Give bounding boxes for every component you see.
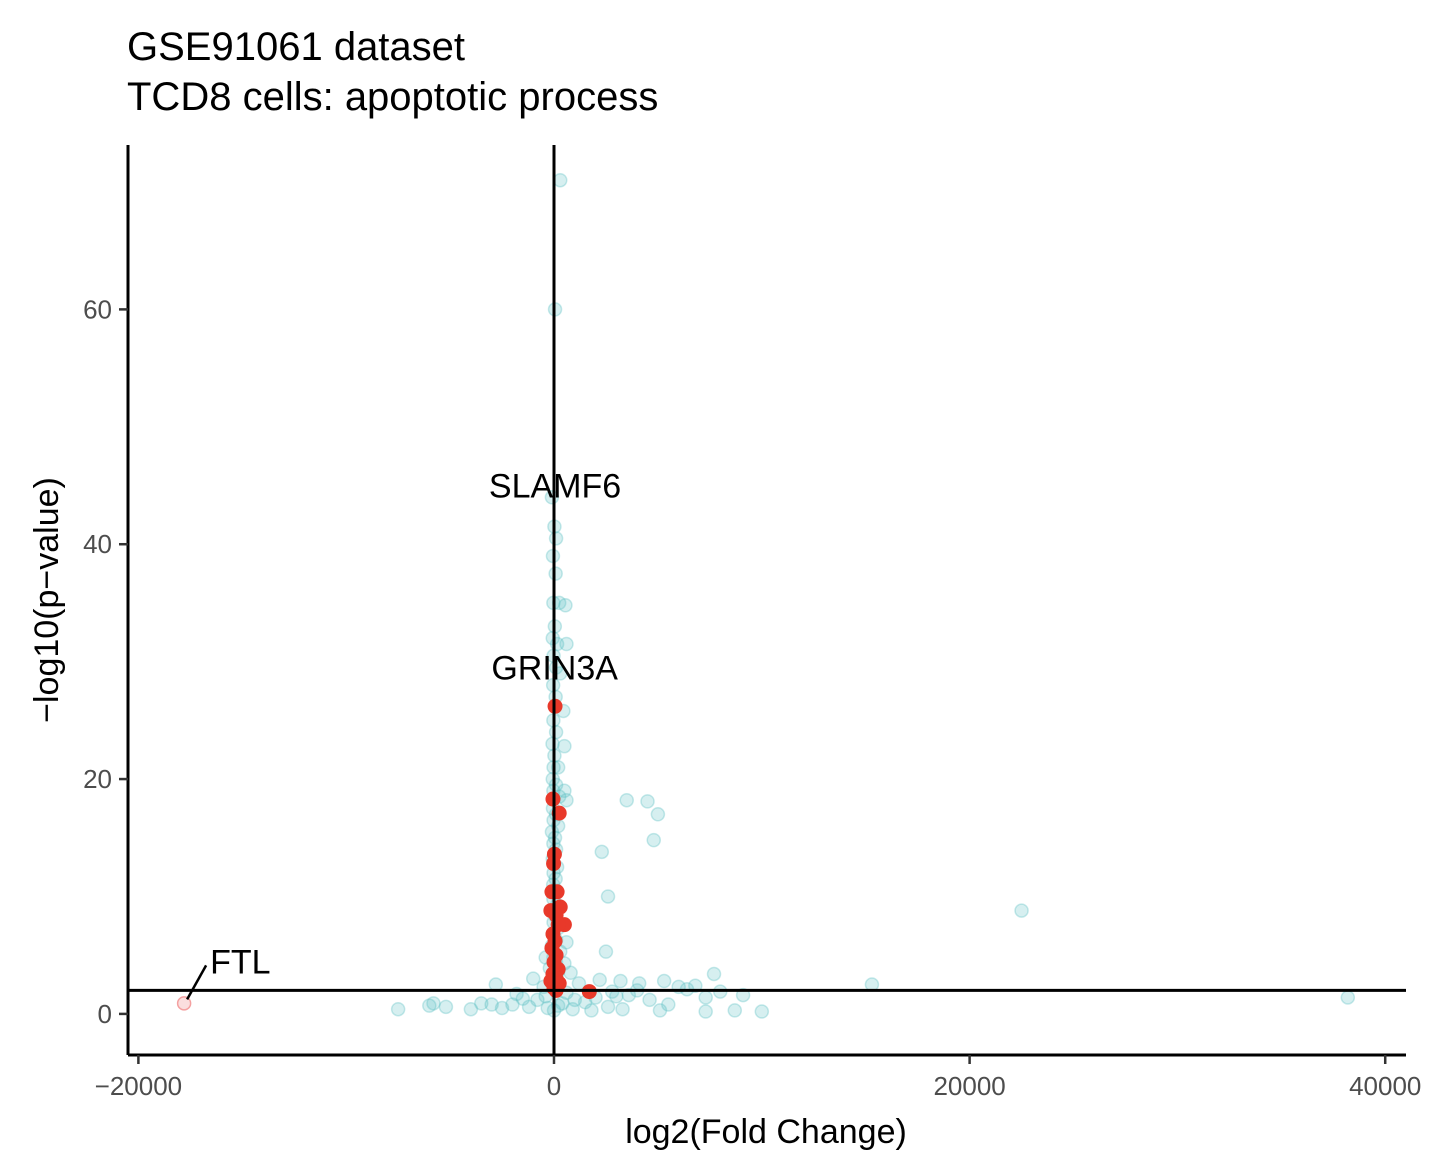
data-point <box>1014 903 1029 918</box>
data-point <box>484 997 499 1012</box>
y-tick-label: 60 <box>83 294 112 324</box>
gene-labels: SLAMF6 GRIN3A FTL <box>186 468 621 1000</box>
data-point <box>1340 990 1356 1005</box>
data-point <box>557 783 572 799</box>
data-point <box>530 992 545 1008</box>
faded-highlight-point <box>176 996 192 1011</box>
data-point <box>698 1004 713 1019</box>
gene-label-grin3a: GRIN3A <box>491 650 618 688</box>
data-point <box>422 998 437 1013</box>
data-point <box>615 1001 630 1017</box>
data-point <box>706 966 722 982</box>
data-point <box>594 844 610 860</box>
chart-subtitle: TCD8 cells: apoptotic process <box>127 75 659 119</box>
data-point <box>426 996 441 1011</box>
reference-lines <box>128 145 1406 1055</box>
gene-label-ftl: FTL <box>210 943 270 981</box>
data-point <box>521 999 537 1015</box>
data-point <box>555 996 570 1011</box>
data-point <box>540 1000 556 1016</box>
y-tick-label: 40 <box>83 529 112 559</box>
points-layer <box>176 172 1356 1019</box>
data-point <box>567 992 583 1008</box>
data-point <box>559 636 574 652</box>
data-point <box>650 807 666 822</box>
axes: −20000 0 20000 40000 0 20 40 60 <box>83 145 1421 1101</box>
y-axis-title: −log10(p−value) <box>28 477 66 723</box>
x-axis-title: log2(Fold Change) <box>625 1113 907 1151</box>
data-point <box>548 531 564 546</box>
data-point <box>661 997 676 1012</box>
data-point <box>600 999 616 1015</box>
data-point <box>558 598 573 613</box>
data-point <box>390 1001 406 1017</box>
data-point <box>642 992 657 1008</box>
data-point <box>548 566 563 581</box>
x-tick-label: −20000 <box>95 1071 182 1101</box>
data-point <box>559 792 574 808</box>
data-point <box>652 1003 668 1018</box>
y-tick-label: 0 <box>98 999 112 1029</box>
data-point <box>598 944 614 959</box>
gene-label-slamf6: SLAMF6 <box>489 468 621 506</box>
data-point <box>557 738 572 754</box>
chart-title: GSE91061 dataset <box>127 25 466 69</box>
data-point <box>646 832 661 848</box>
data-point <box>565 1001 580 1017</box>
data-point <box>494 1000 510 1016</box>
data-point <box>698 990 713 1005</box>
data-point <box>600 889 616 904</box>
x-tick-label: 0 <box>547 1071 561 1101</box>
data-point <box>505 997 520 1012</box>
y-tick-label: 20 <box>83 764 112 794</box>
data-point <box>525 971 541 986</box>
data-point <box>463 1001 479 1017</box>
data-point <box>592 972 607 988</box>
x-tick-label: 40000 <box>1349 1071 1421 1101</box>
data-point <box>640 794 655 809</box>
gene-label-connector <box>186 964 208 1000</box>
highlight-point <box>549 884 565 900</box>
data-point <box>548 724 564 740</box>
data-point <box>754 1004 770 1019</box>
data-point <box>474 996 489 1011</box>
data-point <box>613 973 628 989</box>
data-point <box>656 973 672 989</box>
data-point <box>584 1003 599 1018</box>
data-point <box>515 991 531 1006</box>
x-tick-label: 20000 <box>933 1071 1005 1101</box>
data-point <box>727 1003 743 1018</box>
data-point <box>552 172 568 188</box>
data-point <box>438 999 454 1015</box>
data-point <box>619 792 634 808</box>
